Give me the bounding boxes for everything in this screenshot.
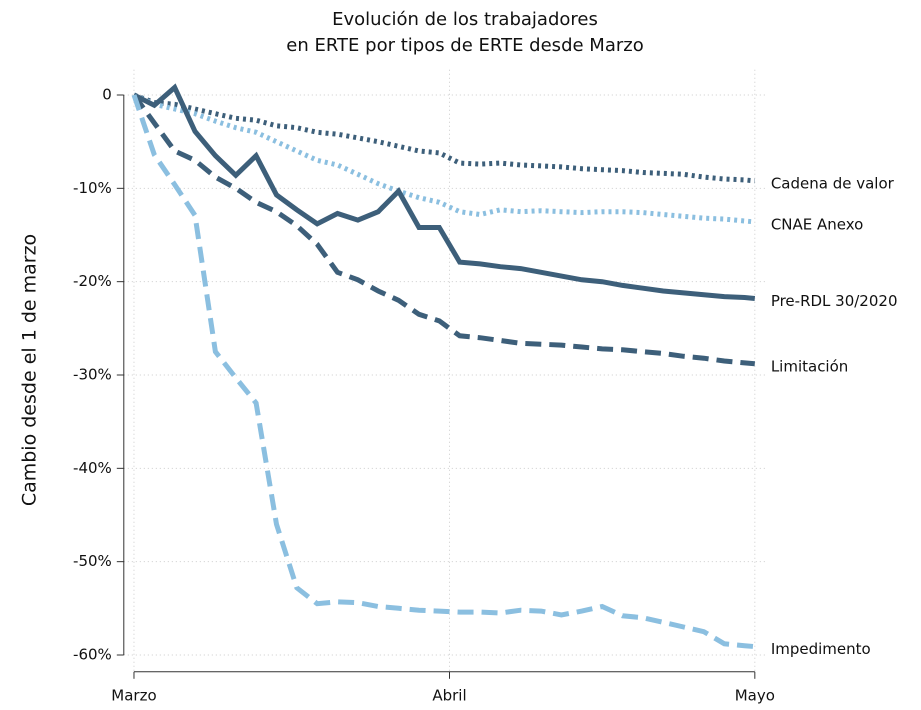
series-label: Limitación [771,357,848,375]
series-line [132,92,756,225]
series-line [131,94,756,650]
series-label: Pre-RDL 30/2020 [771,292,898,310]
y-tick-label: 0 [102,86,112,104]
series-label: CNAE Anexo [771,215,864,233]
series-line [131,93,756,367]
chart-title: Evolución de los trabajadores [332,9,598,30]
y-tick-label: -40% [73,459,112,477]
y-tick-label: -20% [73,272,112,290]
x-tick-label: Mayo [735,686,775,704]
x-tick-label: Marzo [111,686,156,704]
series-line [132,83,756,301]
x-tick-label: Abril [432,686,466,704]
y-tick-label: -50% [73,552,112,570]
y-tick-label: -10% [73,179,112,197]
series-line [133,92,756,184]
y-tick-label: -60% [73,646,112,664]
chart-title: en ERTE por tipos de ERTE desde Marzo [286,35,643,56]
y-axis-label: Cambio desde el 1 de marzo [19,234,41,506]
series-label: Impedimento [771,640,871,658]
series-label: Cadena de valor [771,174,895,192]
y-tick-label: -30% [73,366,112,384]
